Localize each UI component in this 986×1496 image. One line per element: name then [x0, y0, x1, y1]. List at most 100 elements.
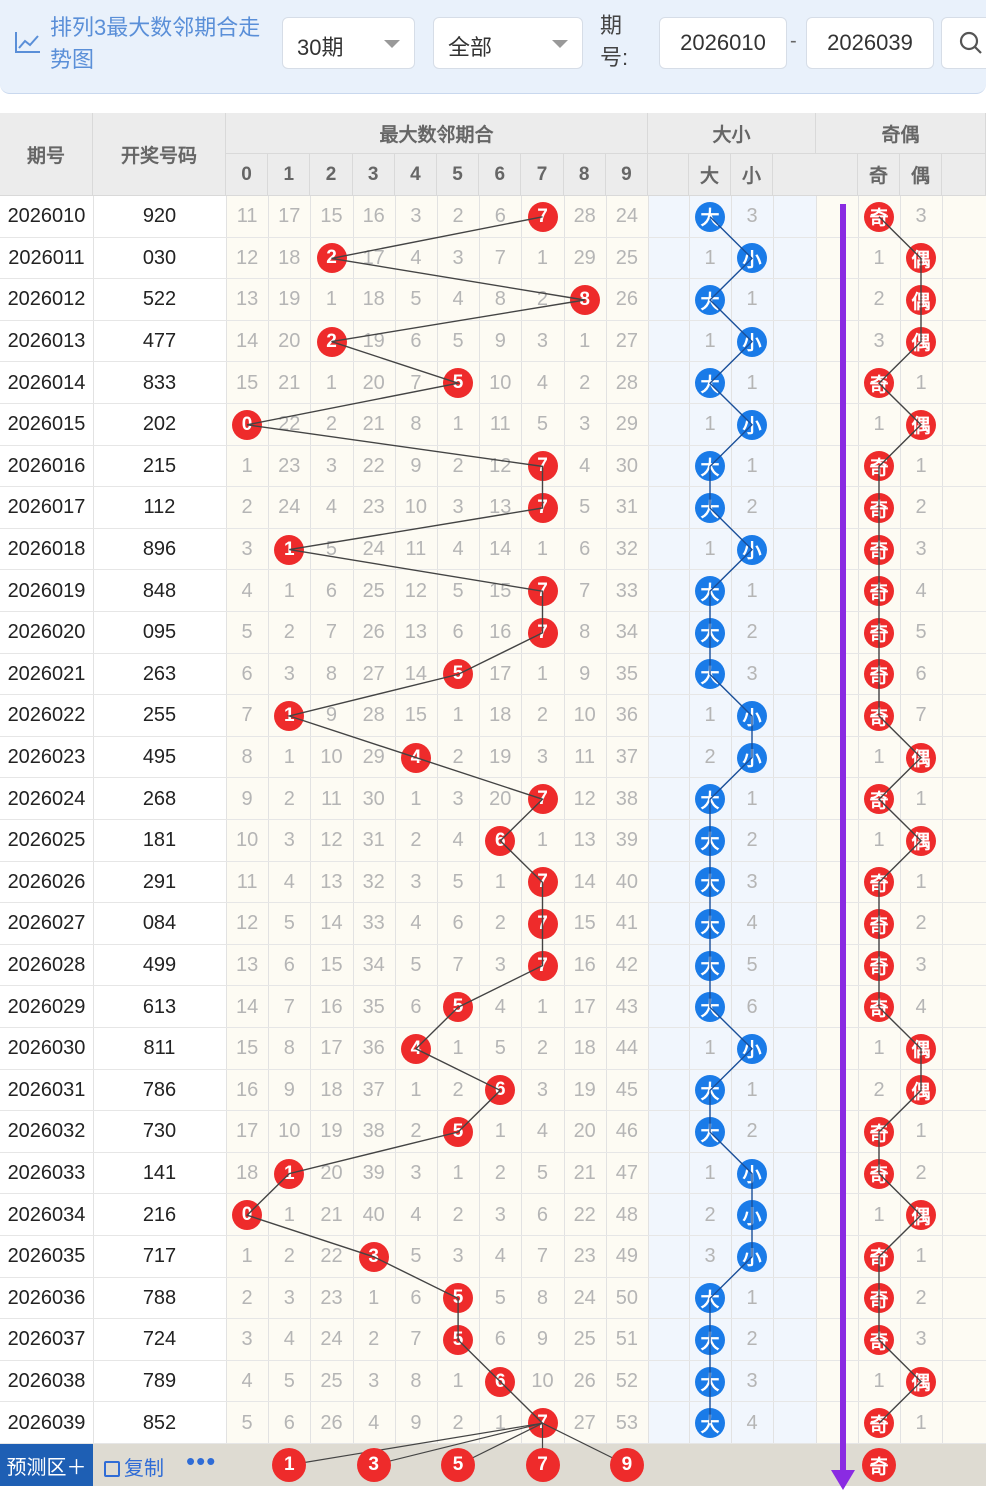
column-divider: [858, 196, 859, 1486]
winning-number-cell: 833: [142, 371, 177, 394]
miss-count: 10: [531, 1370, 554, 1393]
group-header-max: 最大数邻期合: [226, 113, 648, 154]
big-miss-count: 1: [704, 413, 716, 436]
miss-count: 3: [283, 662, 295, 685]
miss-count: 44: [615, 1037, 639, 1060]
miss-count: 24: [362, 538, 385, 561]
miss-count: 30: [615, 454, 639, 477]
table-row: [0, 778, 986, 820]
miss-count: 14: [573, 870, 596, 893]
table-row: [0, 1236, 986, 1278]
miss-count: 34: [362, 954, 385, 977]
winning-number-cell: 202: [142, 413, 177, 436]
table-row: [0, 820, 986, 862]
even-miss-count: 1: [915, 787, 927, 810]
even-miss-count: 1: [915, 1120, 927, 1143]
miss-count: 49: [615, 1245, 639, 1268]
miss-count: 17: [235, 1120, 259, 1143]
predict-ball[interactable]: 3: [356, 1448, 391, 1482]
miss-count: 4: [536, 1120, 549, 1143]
small-miss-count: 4: [746, 1411, 758, 1434]
even-miss-count: 3: [915, 205, 927, 228]
column-divider: [731, 196, 732, 1486]
miss-count: 1: [536, 538, 549, 561]
issue-cell: 2026027: [7, 912, 86, 935]
scope-select[interactable]: 全部: [433, 17, 583, 69]
big-miss-count: 1: [704, 538, 716, 561]
miss-count: 6: [452, 912, 464, 935]
predict-ball[interactable]: 9: [609, 1448, 644, 1482]
miss-count: 3: [494, 954, 506, 977]
miss-count: 5: [410, 288, 422, 311]
miss-count: 3: [410, 870, 422, 893]
miss-count: 38: [615, 787, 639, 810]
table-row: [0, 487, 986, 529]
miss-count: 1: [283, 746, 295, 769]
miss-count: 10: [489, 371, 512, 394]
predict-parity-ball[interactable]: 奇: [862, 1448, 896, 1482]
winning-number-cell: 896: [142, 538, 177, 561]
miss-count: 2: [452, 454, 464, 477]
miss-count: 32: [362, 870, 385, 893]
miss-count: 1: [452, 704, 464, 727]
table-row: [0, 446, 986, 488]
miss-count: 3: [283, 1286, 295, 1309]
period-select[interactable]: 30期: [282, 17, 415, 69]
miss-count: 3: [536, 1078, 549, 1101]
miss-count: 28: [615, 371, 639, 394]
miss-count: 8: [494, 288, 506, 311]
parity-col-header: 偶: [900, 154, 942, 196]
miss-count: 2: [536, 704, 549, 727]
miss-count: 4: [410, 912, 422, 935]
period-select-value: 30期: [297, 35, 344, 60]
more-button[interactable]: •••: [186, 1446, 217, 1476]
table-row: [0, 404, 986, 446]
hit-ball: 7: [527, 201, 558, 232]
miss-count: 43: [615, 995, 639, 1018]
issue-cell: 2026023: [7, 746, 86, 769]
winning-number-cell: 848: [142, 579, 177, 602]
miss-count: 25: [615, 246, 639, 269]
miss-count: 3: [536, 746, 549, 769]
miss-count: 3: [368, 1370, 380, 1393]
miss-count: 11: [321, 787, 342, 810]
table-row: [0, 1028, 986, 1070]
miss-count: 46: [615, 1120, 639, 1143]
miss-count: 8: [536, 1286, 549, 1309]
miss-count: 10: [235, 829, 259, 852]
miss-count: 18: [235, 1162, 259, 1185]
miss-count: 1: [494, 1411, 506, 1434]
winning-number-cell: 495: [142, 746, 177, 769]
miss-count: 1: [452, 1370, 464, 1393]
miss-count: 6: [536, 1203, 549, 1226]
issue-cell: 2026024: [7, 787, 86, 810]
search-button[interactable]: [941, 17, 986, 69]
even-miss-count: 2: [915, 912, 927, 935]
digit-col-header: 5: [437, 154, 480, 196]
miss-count: 39: [362, 1162, 385, 1185]
miss-count: 1: [579, 330, 591, 353]
issue-from-input[interactable]: 2026010: [659, 17, 787, 69]
miss-count: 2: [283, 621, 295, 644]
miss-count: 38: [362, 1120, 385, 1143]
issue-cell: 2026014: [7, 371, 86, 394]
copy-button[interactable]: 复制: [104, 1452, 164, 1481]
predict-ball[interactable]: 7: [525, 1448, 560, 1482]
miss-count: 1: [325, 371, 338, 394]
big-miss-count: 1: [704, 246, 716, 269]
miss-count: 8: [410, 413, 422, 436]
miss-count: 9: [410, 1411, 422, 1434]
miss-count: 15: [404, 704, 428, 727]
miss-count: 7: [410, 1328, 422, 1351]
predict-ball[interactable]: 5: [441, 1448, 476, 1482]
even-miss-count: 4: [915, 579, 927, 602]
predict-area-button[interactable]: 预测区＋: [0, 1444, 93, 1486]
miss-count: 5: [410, 1245, 422, 1268]
winning-number-cell: 788: [142, 1286, 177, 1309]
predict-ball[interactable]: 1: [272, 1448, 307, 1482]
big-miss-count: 2: [704, 746, 716, 769]
table-row: [0, 196, 986, 238]
miss-count: 3: [494, 1203, 506, 1226]
winning-number-cell: 811: [143, 1037, 176, 1060]
issue-to-input[interactable]: 2026039: [806, 17, 934, 69]
